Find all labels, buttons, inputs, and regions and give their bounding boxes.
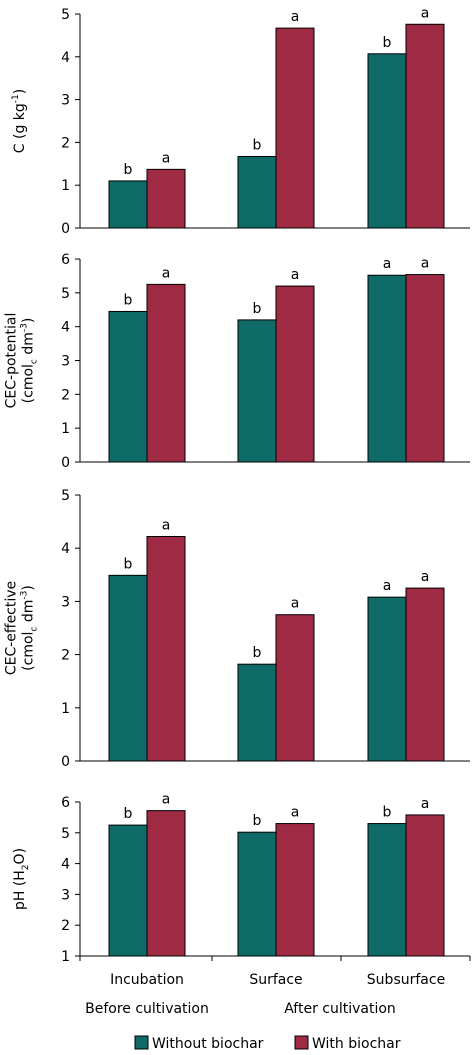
bar-with-biochar-incubation (146, 283, 186, 463)
y-tick-label: 6 (61, 252, 70, 268)
y-axis-label: (cmolc dm-3) (19, 585, 39, 671)
significance-letter: b (253, 138, 262, 154)
y-tick-label: 4 (61, 541, 70, 557)
significance-letter: a (291, 805, 300, 821)
bar-with-biochar-surface (275, 27, 315, 229)
bar-without-biochar-subsurface (367, 274, 407, 463)
significance-letter: b (253, 645, 262, 661)
panel-1: 0 1 2 3 4 5 C (g kg-1) b b b a a a (11, 5, 470, 237)
significance-letter: b (124, 162, 133, 178)
bar-without-biochar-surface (237, 156, 277, 229)
significance-letter: b (253, 301, 262, 317)
significance-letter: a (162, 517, 171, 533)
panel-3: 0 1 2 3 4 5 CEC-effective (cmolc dm-3) b b a a a a (4, 488, 470, 770)
legend: Without biochar With biochar (134, 1035, 401, 1052)
y-tick-label: 1 (61, 421, 70, 437)
y-tick-label: 2 (61, 648, 70, 664)
significance-letter: a (162, 265, 171, 281)
bar-with-biochar-incubation (146, 535, 186, 762)
category-label-subsurface: Subsurface (367, 972, 445, 988)
y-tick-label: 5 (61, 488, 70, 504)
legend-swatch-with-biochar (294, 1035, 309, 1050)
bar-without-biochar-incubation (108, 310, 148, 463)
significance-letter: b (124, 292, 133, 308)
y-tick-label: 2 (61, 135, 70, 151)
y-axis-label: C (g kg-1) (11, 89, 29, 153)
bar-with-biochar-subsurface (405, 814, 445, 957)
y-tick-label: 5 (61, 286, 70, 302)
significance-letter: a (291, 9, 300, 25)
legend-label-with-biochar: With biochar (312, 1036, 401, 1052)
group-label-before-cultivation: Before cultivation (85, 1001, 209, 1017)
bar-without-biochar-subsurface (367, 53, 407, 229)
panel-4: 1 2 3 4 5 6 pH (H2O) b b b a a a (12, 792, 471, 965)
y-axis-label: CEC-potential (4, 313, 20, 409)
significance-letter: b (124, 556, 133, 572)
y-tick-label: 6 (61, 795, 70, 811)
category-labels: Incubation Surface Subsurface Before cul… (85, 972, 445, 1017)
group-label-after-cultivation: After cultivation (284, 1001, 396, 1017)
y-tick-label: 3 (61, 93, 70, 109)
y-tick-label: 1 (61, 949, 70, 965)
significance-letter: b (253, 813, 262, 829)
significance-letter: a (162, 792, 171, 808)
y-axis-label: pH (H2O) (12, 848, 31, 910)
bar-with-biochar-subsurface (405, 23, 445, 229)
legend-swatch-without-biochar (134, 1035, 149, 1050)
significance-letter: b (124, 806, 133, 822)
bar-without-biochar-incubation (108, 824, 148, 957)
bar-with-biochar-surface (275, 614, 315, 762)
significance-letter: a (291, 267, 300, 283)
y-tick-label: 3 (61, 354, 70, 370)
panel-2: 0 1 2 3 4 5 6 CEC-potential (cmolc dm-3) b b a a a a (4, 252, 470, 471)
significance-letter: a (421, 5, 430, 21)
bar-without-biochar-surface (237, 319, 277, 463)
bar-without-biochar-subsurface (367, 823, 407, 957)
y-tick-label: 5 (61, 7, 70, 23)
y-tick-label: 0 (61, 221, 70, 237)
bar-with-biochar-incubation (146, 810, 186, 957)
significance-letter: a (421, 796, 430, 812)
y-tick-label: 3 (61, 887, 70, 903)
y-axis-label: (cmolc dm-3) (19, 318, 39, 404)
significance-letter: a (421, 569, 430, 585)
bar-with-biochar-incubation (146, 168, 186, 229)
significance-letter: b (383, 35, 392, 51)
bar-without-biochar-subsurface (367, 596, 407, 762)
bar-without-biochar-surface (237, 831, 277, 957)
significance-letter: b (383, 805, 392, 821)
significance-letter: a (291, 596, 300, 612)
category-label-surface: Surface (249, 972, 302, 988)
y-tick-label: 4 (61, 50, 70, 66)
chart-panels: 0 1 2 3 4 5 C (g kg-1) b b b a a a 0 1 2 3 4 5 6 CEC-potenti… (4, 5, 471, 965)
y-tick-label: 4 (61, 320, 70, 336)
significance-letter: a (162, 150, 171, 166)
y-tick-label: 1 (61, 178, 70, 194)
y-tick-label: 4 (61, 857, 70, 873)
bar-with-biochar-subsurface (405, 274, 445, 463)
legend-label-without-biochar: Without biochar (152, 1036, 264, 1052)
bar-without-biochar-incubation (108, 574, 148, 762)
y-tick-label: 0 (61, 455, 70, 471)
y-tick-label: 5 (61, 826, 70, 842)
significance-letter: a (383, 578, 392, 594)
bar-with-biochar-surface (275, 823, 315, 957)
bar-with-biochar-subsurface (405, 587, 445, 762)
bar-with-biochar-surface (275, 285, 315, 463)
y-tick-label: 1 (61, 701, 70, 717)
y-axis-label: CEC-effective (4, 581, 20, 675)
y-tick-label: 0 (61, 754, 70, 770)
bar-without-biochar-incubation (108, 180, 148, 229)
significance-letter: a (383, 256, 392, 272)
category-label-incubation: Incubation (110, 972, 184, 988)
y-tick-label: 2 (61, 387, 70, 403)
bar-without-biochar-surface (237, 663, 277, 762)
y-tick-label: 2 (61, 918, 70, 934)
y-tick-label: 3 (61, 594, 70, 610)
significance-letter: a (421, 256, 430, 272)
